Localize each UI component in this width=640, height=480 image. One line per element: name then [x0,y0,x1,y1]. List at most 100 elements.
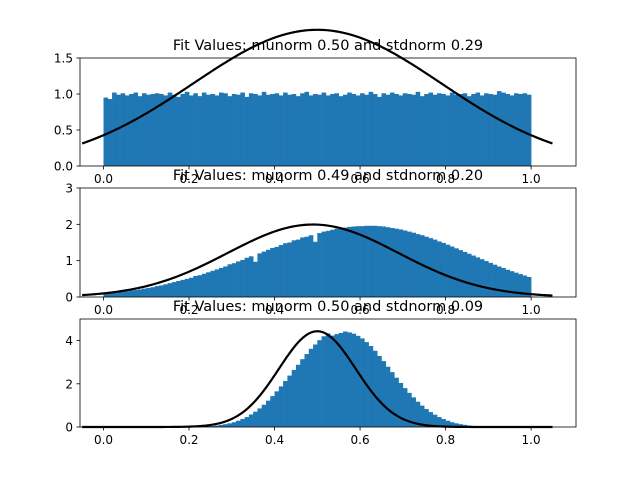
histogram-bar [218,92,224,166]
histogram-bar [411,232,416,297]
histogram-bar [402,230,408,297]
histogram-bar [518,274,523,297]
histogram-bar [471,255,476,297]
histogram-bar [261,251,267,297]
histogram-bars [184,331,502,427]
histogram-bar [103,97,109,166]
histogram-bar [278,95,284,166]
histogram-bar [236,94,241,166]
histogram-bar [398,229,404,297]
histogram-bar [214,95,220,166]
histogram-bar [432,94,438,166]
histogram-bar [176,96,181,166]
histogram-bar [458,250,463,297]
histogram-bar [283,380,288,427]
histogram-bar [347,92,352,166]
histogram-bar [295,96,301,166]
histogram-bar [189,277,194,297]
histogram-bar [103,293,109,297]
histogram-bar [184,91,190,166]
histogram-bar [458,94,463,166]
histogram-bar [479,259,485,297]
histogram-bar [133,92,139,166]
histogram-bar [308,95,314,166]
histogram-bar [449,92,455,166]
histogram-bar [381,93,387,166]
histogram-bar [120,93,126,166]
histogram-bar [317,340,322,427]
histogram-bar [304,91,310,166]
histogram-bar [398,382,404,427]
histogram-bar [454,248,459,297]
x-tick-label: 0.8 [436,172,455,186]
histogram-bar [159,94,164,166]
histogram-bar [240,419,245,427]
x-tick-label: 0.6 [351,172,370,186]
histogram-bar [424,409,429,427]
histogram-bar [334,228,339,297]
histogram-bar [248,256,254,297]
histogram-bar [321,231,327,297]
histogram-bar [124,95,130,166]
histogram-bar [407,392,412,427]
histogram-bar [274,391,280,427]
histogram-bar [244,417,250,427]
x-tick-label: 1.0 [522,303,541,317]
histogram-bar [522,275,528,297]
histogram-bar [257,253,263,297]
histogram-bar [287,375,292,427]
histogram-bar [218,424,224,427]
histogram-bar [377,96,382,166]
histogram-bar [441,242,446,297]
histogram-bar [266,249,271,297]
histogram-bar [167,92,173,166]
axes-frame [79,187,577,298]
histogram-bar [441,419,446,427]
histogram-bar [466,253,472,297]
histogram-bar [449,422,455,427]
chart-title: Fit Values: munorm 0.50 and stdnorm 0.29 [173,38,483,54]
histogram-bar [248,93,254,166]
histogram-bar [313,241,318,297]
histogram-bar [278,245,284,297]
x-tick-label: 0.4 [265,303,284,317]
histogram-bar [163,95,168,166]
histogram-bar [419,405,425,427]
histogram-bar [300,359,305,427]
histogram-bar [496,266,502,297]
histogram-bar [454,423,459,427]
histogram-bar [330,335,335,427]
histogram-bar [184,278,190,297]
histogram-bar [253,261,258,297]
y-tick-label: 1.0 [54,88,73,102]
histogram-bar [137,289,143,297]
histogram-bar [206,426,211,427]
y-tick-label: 2 [65,218,73,232]
histogram-bar [445,420,451,427]
y-tick-label: 1 [65,254,73,268]
histogram-bar [253,411,258,427]
histogram-bar [526,277,532,297]
histogram-bar [321,92,327,166]
y-tick-label: 3 [65,182,73,196]
histogram-bar [278,386,284,427]
histogram-bar [492,94,498,166]
histogram-bar [372,350,378,427]
histogram-bar [193,275,198,297]
histogram-bar [291,94,297,166]
fit-curve [81,28,553,145]
histogram-bar [360,93,365,166]
histogram-bar [454,94,459,166]
histogram-bar [201,92,207,166]
histogram-bar [223,93,228,166]
histogram-bar [330,94,335,166]
histogram-bar [368,91,374,166]
histogram-bar [411,397,416,427]
x-tick-label: 1.0 [522,172,541,186]
histogram-bar [180,279,186,297]
histogram-bar [227,264,233,297]
histogram-bar [248,414,254,427]
histogram-bar [381,361,387,427]
x-tick-label: 0.4 [265,172,284,186]
histogram-bar [274,246,280,297]
